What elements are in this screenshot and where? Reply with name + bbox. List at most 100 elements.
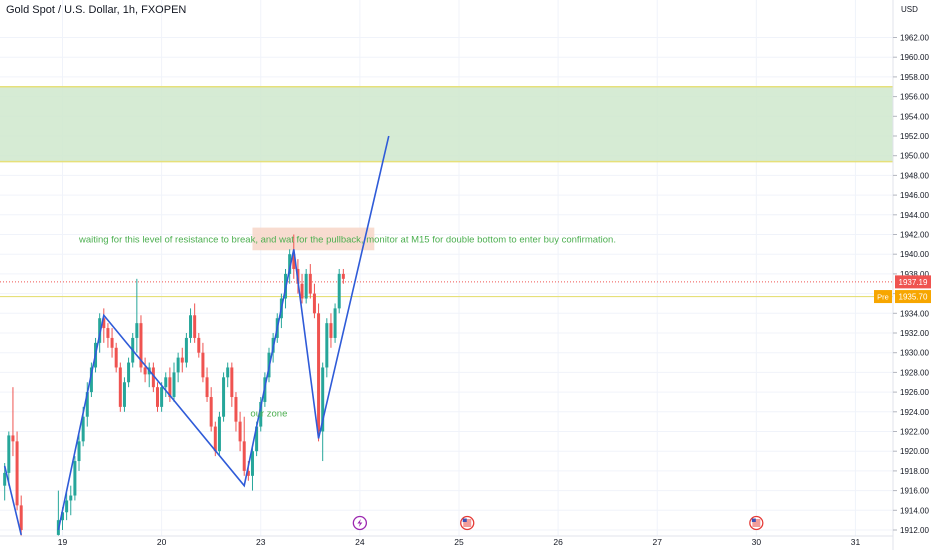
candle-body [255,426,259,452]
us-flag-icon [749,515,764,531]
y-tick-label: 1920.00 [900,447,929,456]
candle-body [139,323,143,368]
candle-body [143,367,147,375]
candle-body [160,387,164,407]
lightning-icon [352,515,368,531]
candle-body [193,315,197,338]
y-tick-label: 1956.00 [900,93,929,102]
us-flag-icon [460,515,475,531]
lightning-icon-bolt [357,519,363,527]
candle-body [209,397,213,427]
y-tick-label: 1940.00 [900,250,929,259]
candle-body [69,495,73,501]
us-flag-icon-circle [460,515,475,531]
pre-tag-badge [874,290,892,304]
y-tick-label: 1924.00 [900,408,929,417]
y-tick-label: 1930.00 [900,349,929,358]
candle-body [312,293,316,314]
candle-body [85,392,89,417]
candle-body [3,472,7,486]
x-tick-label: 19 [58,537,68,547]
candle-body [205,377,209,398]
candle-body [135,323,139,338]
candle-body [114,347,118,368]
candle-body [213,426,217,452]
candle-body [180,357,184,363]
pre-price-label: 1935.70 [899,293,928,302]
candle-body [151,367,155,388]
y-tick-label: 1942.00 [900,231,929,240]
us-flag-icon-circle [749,515,764,531]
candle-body [106,328,110,338]
resistance-zone [0,86,893,162]
us-flag-icon-canton [751,518,756,522]
candle-body [201,352,205,378]
x-tick-label: 30 [752,537,762,547]
x-tick-label: 31 [851,537,861,547]
y-tick-label: 1914.00 [900,506,929,515]
y-tick-label: 1928.00 [900,368,929,377]
candle-body [102,318,106,329]
candle-body [19,505,23,530]
y-tick-label: 1952.00 [900,132,929,141]
annotation-highlight [252,227,375,251]
candle-body [15,441,19,506]
candle-body [172,372,176,398]
y-tick-label: 1946.00 [900,191,929,200]
candle-body [308,273,312,294]
annotation-text: waiting for this level of resistance to … [78,234,616,245]
candle-body [98,318,102,343]
symbol-title: Gold Spot / U.S. Dollar, 1h, FXOPEN [6,4,187,16]
candle-body [337,273,341,309]
y-tick-label: 1958.00 [900,73,929,82]
candle-body [259,401,263,427]
candle-body [168,377,172,398]
y-tick-label: 1954.00 [900,112,929,121]
candle-body [127,362,131,383]
candle-body [333,308,337,338]
x-tick-label: 20 [157,537,167,547]
candle-body [77,441,81,462]
candle-body [11,435,15,442]
candle-body [197,337,201,353]
candle-body [61,512,64,521]
trendline [57,135,390,531]
candle-body [222,377,226,417]
y-tick-label: 1918.00 [900,467,929,476]
candle-body [288,254,292,274]
last-price-badge [895,275,931,289]
y-tick-label: 1962.00 [900,34,929,43]
candle-body [234,397,238,422]
us-flag-icon-canton [462,518,467,522]
x-tick-label: 25 [454,537,464,547]
candle-body [246,470,250,476]
pre-tag-label: Pre [877,293,889,302]
candle-body [226,367,230,378]
candle-body [292,254,296,269]
candle-body [300,283,304,299]
candle-body [7,435,11,473]
candle-body [329,323,333,338]
candle-body [250,451,254,476]
candle-body [341,273,345,279]
candle-body [321,367,325,432]
y-tick-label: 1926.00 [900,388,929,397]
last-price-label: 1937.19 [899,278,928,287]
pre-price-badge [895,290,931,304]
y-tick-label: 1938.00 [900,270,929,279]
trendline [3,465,22,536]
candle-body [238,421,242,442]
x-tick-label: 24 [355,537,365,547]
candle-body [110,337,114,348]
candle-body [176,357,180,373]
y-tick-label: 1932.00 [900,329,929,338]
candle-body [89,367,93,393]
y-tick-label: 1948.00 [900,171,929,180]
candle-body [164,377,168,388]
candle-body [217,416,221,452]
candle-body [230,367,234,398]
candle-body [242,441,246,471]
y-tick-label: 1960.00 [900,53,929,62]
